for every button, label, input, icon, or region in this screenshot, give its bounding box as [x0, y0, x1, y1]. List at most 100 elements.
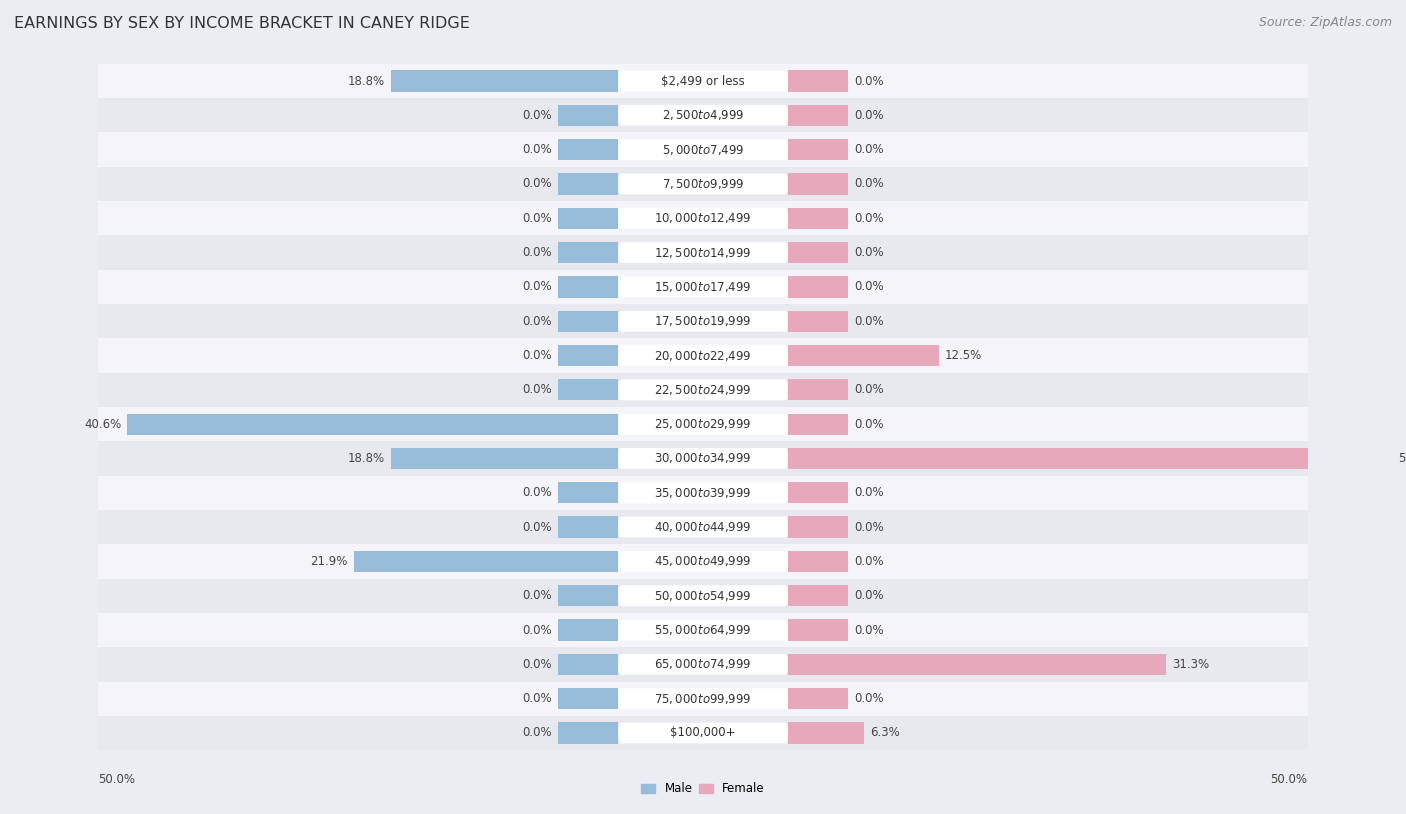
Text: $100,000+: $100,000+ — [671, 727, 735, 739]
Bar — [353, 551, 619, 572]
Text: 0.0%: 0.0% — [522, 486, 551, 499]
Bar — [558, 173, 619, 195]
Bar — [787, 551, 848, 572]
Text: 50.0%: 50.0% — [1271, 772, 1308, 786]
Text: $5,000 to $7,499: $5,000 to $7,499 — [662, 142, 744, 156]
Text: $35,000 to $39,999: $35,000 to $39,999 — [654, 486, 752, 500]
FancyBboxPatch shape — [619, 311, 787, 331]
FancyBboxPatch shape — [619, 105, 787, 126]
Text: 0.0%: 0.0% — [522, 624, 551, 637]
Text: 0.0%: 0.0% — [855, 212, 884, 225]
Bar — [558, 482, 619, 503]
Text: 21.9%: 21.9% — [311, 555, 347, 568]
Bar — [787, 722, 863, 744]
Text: $10,000 to $12,499: $10,000 to $12,499 — [654, 212, 752, 225]
Bar — [128, 414, 619, 435]
Bar — [98, 201, 1308, 235]
Bar — [787, 448, 1392, 469]
Bar — [787, 414, 848, 435]
Bar — [558, 242, 619, 263]
Text: 0.0%: 0.0% — [855, 143, 884, 156]
Text: 0.0%: 0.0% — [522, 589, 551, 602]
Legend: Male, Female: Male, Female — [637, 777, 769, 800]
Text: 12.5%: 12.5% — [945, 349, 981, 362]
Text: $22,500 to $24,999: $22,500 to $24,999 — [654, 383, 752, 397]
Text: $15,000 to $17,499: $15,000 to $17,499 — [654, 280, 752, 294]
FancyBboxPatch shape — [619, 139, 787, 160]
Text: Source: ZipAtlas.com: Source: ZipAtlas.com — [1258, 16, 1392, 29]
FancyBboxPatch shape — [619, 379, 787, 400]
Text: 0.0%: 0.0% — [855, 109, 884, 122]
FancyBboxPatch shape — [619, 242, 787, 263]
Bar — [98, 133, 1308, 167]
Text: $2,500 to $4,999: $2,500 to $4,999 — [662, 108, 744, 122]
Bar — [391, 448, 619, 469]
Bar — [98, 373, 1308, 407]
FancyBboxPatch shape — [619, 414, 787, 435]
FancyBboxPatch shape — [619, 688, 787, 709]
Text: 0.0%: 0.0% — [522, 315, 551, 328]
Bar — [98, 545, 1308, 579]
Text: 0.0%: 0.0% — [522, 280, 551, 293]
Bar — [787, 208, 848, 229]
Text: 0.0%: 0.0% — [855, 280, 884, 293]
FancyBboxPatch shape — [619, 551, 787, 572]
Bar — [558, 345, 619, 366]
Bar — [558, 139, 619, 160]
Bar — [98, 407, 1308, 441]
Text: 0.0%: 0.0% — [522, 177, 551, 190]
Bar — [787, 311, 848, 332]
Text: 0.0%: 0.0% — [855, 177, 884, 190]
Text: 0.0%: 0.0% — [522, 727, 551, 739]
Text: $50,000 to $54,999: $50,000 to $54,999 — [654, 589, 752, 602]
Bar — [787, 139, 848, 160]
Bar — [98, 167, 1308, 201]
Bar — [98, 681, 1308, 716]
Bar — [558, 105, 619, 126]
Text: 0.0%: 0.0% — [522, 349, 551, 362]
Text: 0.0%: 0.0% — [855, 589, 884, 602]
Bar — [558, 722, 619, 744]
Text: 0.0%: 0.0% — [855, 486, 884, 499]
Text: 31.3%: 31.3% — [1173, 658, 1209, 671]
Text: 0.0%: 0.0% — [522, 658, 551, 671]
FancyBboxPatch shape — [619, 71, 787, 91]
Bar — [98, 647, 1308, 681]
Bar — [787, 619, 848, 641]
Bar — [787, 379, 848, 400]
Bar — [787, 70, 848, 92]
Text: 0.0%: 0.0% — [855, 521, 884, 534]
Text: $2,499 or less: $2,499 or less — [661, 75, 745, 87]
Text: $55,000 to $64,999: $55,000 to $64,999 — [654, 623, 752, 637]
Bar — [98, 269, 1308, 304]
Text: 0.0%: 0.0% — [855, 624, 884, 637]
Bar — [98, 579, 1308, 613]
Bar — [558, 619, 619, 641]
FancyBboxPatch shape — [619, 173, 787, 195]
FancyBboxPatch shape — [619, 585, 787, 606]
Text: $30,000 to $34,999: $30,000 to $34,999 — [654, 452, 752, 466]
FancyBboxPatch shape — [619, 483, 787, 503]
Text: 0.0%: 0.0% — [855, 692, 884, 705]
Bar — [787, 173, 848, 195]
Text: 0.0%: 0.0% — [522, 383, 551, 396]
Text: 0.0%: 0.0% — [522, 521, 551, 534]
Text: 0.0%: 0.0% — [855, 75, 884, 87]
Text: $75,000 to $99,999: $75,000 to $99,999 — [654, 692, 752, 706]
Text: EARNINGS BY SEX BY INCOME BRACKET IN CANEY RIDGE: EARNINGS BY SEX BY INCOME BRACKET IN CAN… — [14, 16, 470, 31]
Text: 0.0%: 0.0% — [522, 109, 551, 122]
Bar — [558, 276, 619, 298]
Bar — [558, 585, 619, 606]
Text: $20,000 to $22,499: $20,000 to $22,499 — [654, 348, 752, 362]
Bar — [787, 516, 848, 538]
Bar — [558, 654, 619, 675]
Bar — [787, 654, 1166, 675]
Text: $7,500 to $9,999: $7,500 to $9,999 — [662, 177, 744, 191]
Bar — [787, 688, 848, 709]
Bar — [98, 475, 1308, 510]
Text: 0.0%: 0.0% — [855, 555, 884, 568]
Text: 18.8%: 18.8% — [347, 452, 385, 465]
Bar — [98, 235, 1308, 269]
Text: 0.0%: 0.0% — [855, 418, 884, 431]
Text: 0.0%: 0.0% — [855, 383, 884, 396]
